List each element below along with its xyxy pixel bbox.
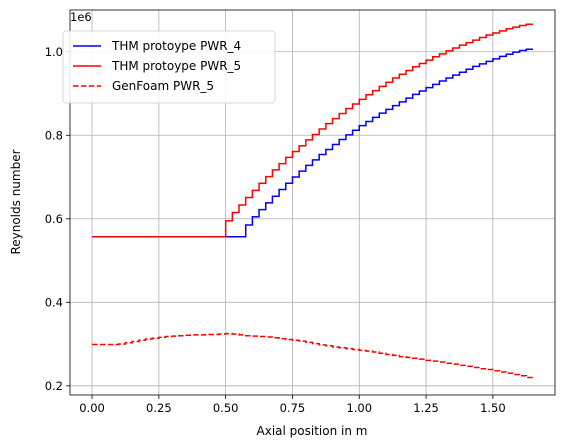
x-tick-label: 0.00 [79, 401, 105, 415]
y-tick-label: 0.2 [45, 379, 63, 393]
y-axis-label: Reynolds number [9, 149, 23, 254]
series-line-1 [92, 48, 533, 238]
y-offset-label: 1e6 [70, 10, 92, 24]
y-tick-label: 0.4 [45, 295, 63, 309]
x-axis-label: Axial position in m [257, 424, 368, 438]
plot-frame [69, 9, 556, 396]
y-tick-label: 0.8 [45, 128, 63, 142]
series-line-3 [92, 332, 533, 379]
series-line-2 [92, 23, 533, 238]
legend-box [62, 30, 276, 104]
x-tick-label: 0.25 [146, 401, 172, 415]
x-tick-label: 1.25 [413, 401, 439, 415]
x-tick-label: 1.50 [480, 401, 506, 415]
legend-label-3: GenFoam PWR_5 [112, 79, 214, 93]
y-tick-label: 0.6 [45, 212, 63, 226]
legend-label-1: THM protoype PWR_4 [111, 39, 241, 53]
legend-label-2: THM protoype PWR_5 [111, 59, 241, 73]
x-tick-label: 1.00 [346, 401, 372, 415]
legend: THM protoype PWR_4 THM protoype PWR_5 GenF… [62, 30, 276, 104]
y-tick-label: 1.0 [45, 45, 63, 59]
x-tick-label: 0.75 [280, 401, 306, 415]
plot-series [92, 23, 533, 379]
axis-ticks: 0.00 0.25 0.50 0.75 1.00 1.25 1.50 0.2 0.4 0.6 0.8… [45, 45, 506, 415]
x-tick-label: 0.50 [213, 401, 239, 415]
